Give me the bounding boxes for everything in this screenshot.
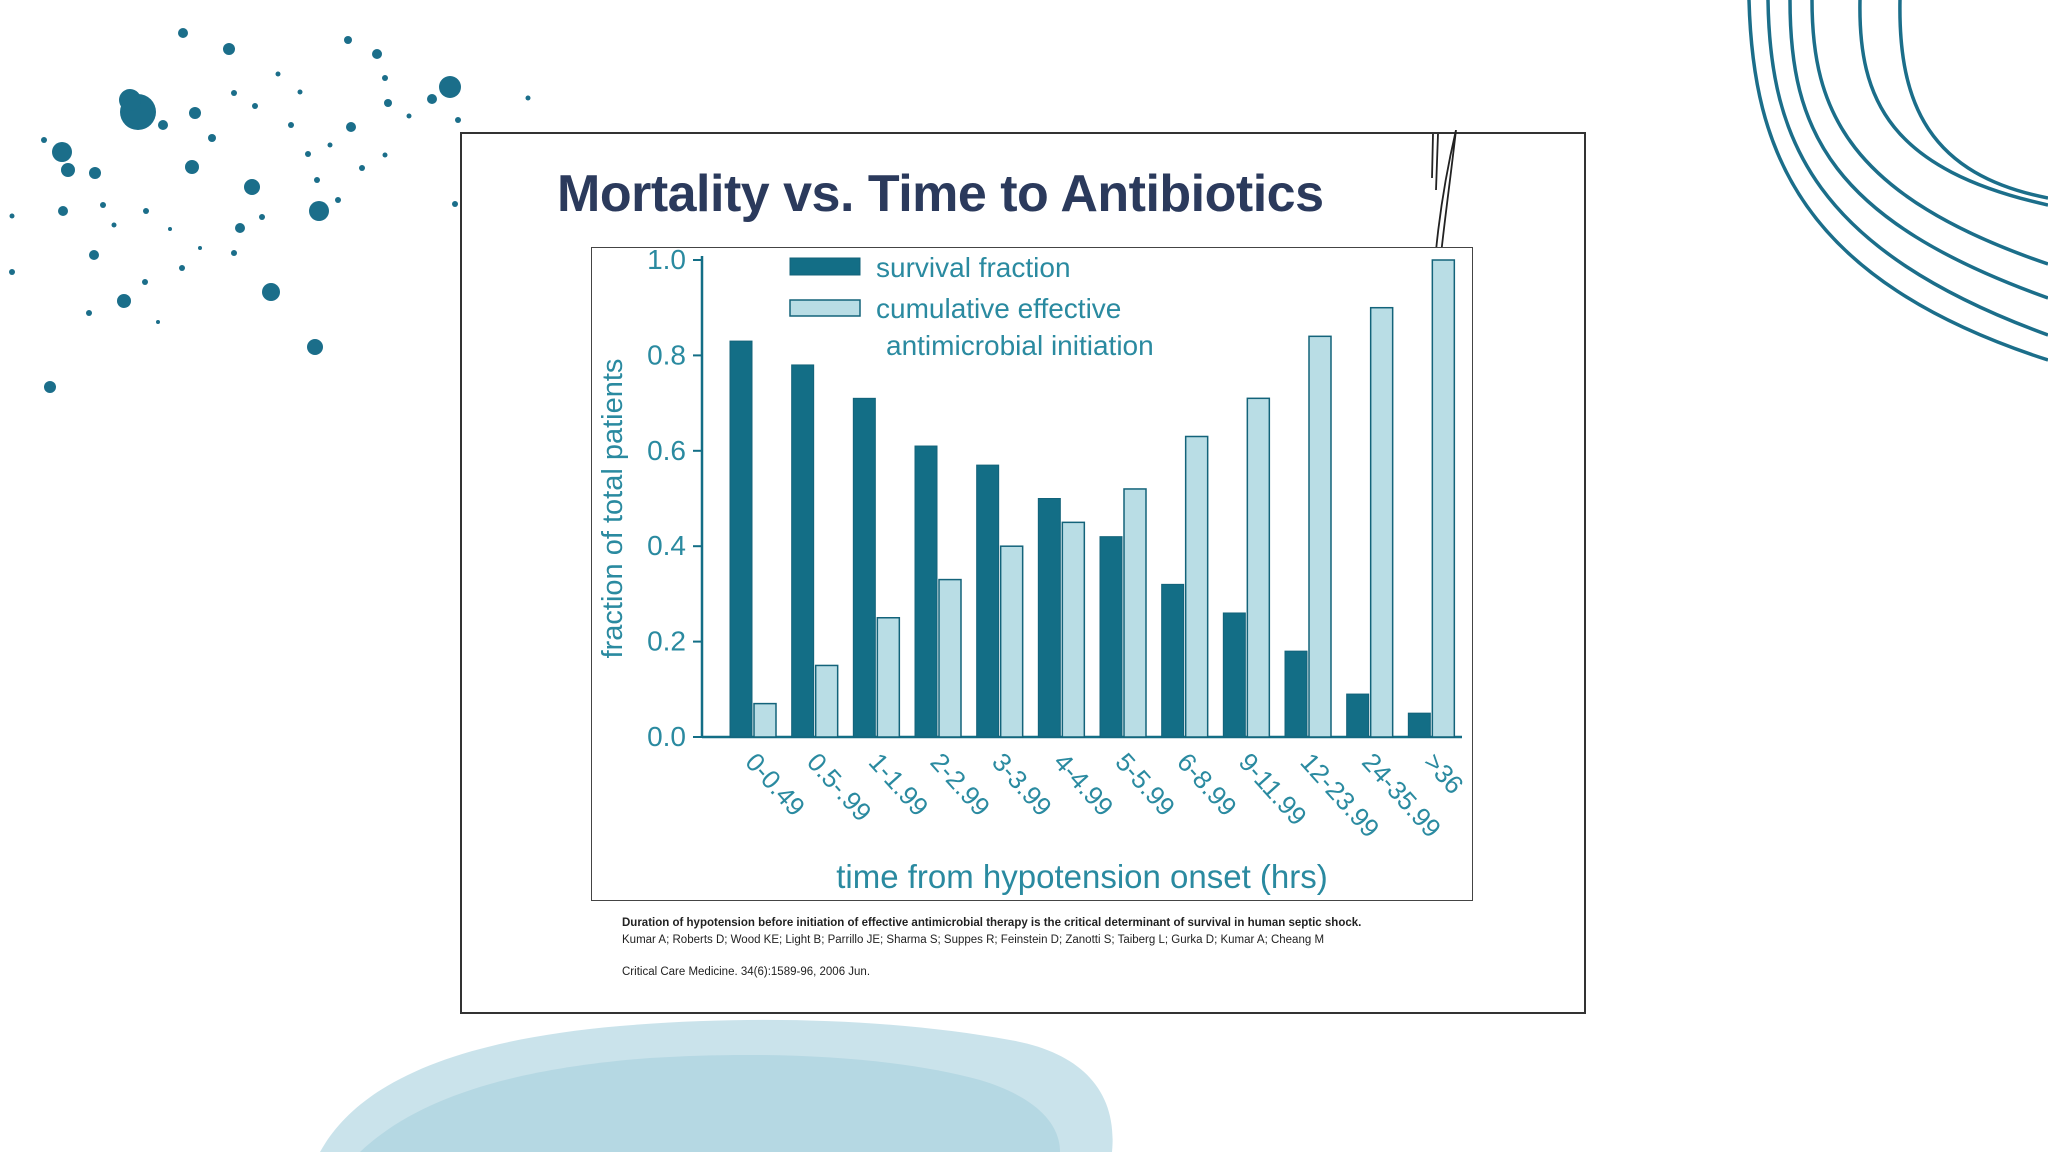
bar-survival-fraction [729, 340, 753, 738]
legend-swatch-cumulative [789, 299, 861, 317]
bar-survival-fraction [1099, 536, 1123, 738]
x-tick-label: 5-5.99 [1110, 747, 1182, 822]
bar-survival-fraction [1284, 650, 1308, 738]
watercolor-wash [320, 1019, 1113, 1152]
curved-lines-decoration [1747, 0, 2048, 362]
bar-survival-fraction [791, 364, 815, 738]
bar-survival-fraction [1407, 712, 1431, 738]
bar-cumulative-initiation [1431, 259, 1456, 738]
bar-cumulative-initiation [1246, 397, 1271, 738]
bar-cumulative-initiation [1184, 435, 1209, 738]
x-tick-label: 9-11.99 [1233, 747, 1313, 831]
y-tick-label: 0.8 [647, 339, 686, 370]
x-tick-label: 3-3.99 [986, 747, 1058, 822]
bar-cumulative-initiation [814, 664, 839, 738]
legend-label-cumulative-line1: cumulative effective [876, 293, 1121, 324]
bar-survival-fraction [1161, 583, 1185, 738]
citation-authors: Kumar A; Roberts D; Wood KE; Light B; Pa… [622, 934, 1325, 946]
y-tick-label: 1.0 [647, 248, 686, 275]
x-tick-label: 2-2.99 [925, 747, 997, 822]
slide-title: Mortality vs. Time to Antibiotics [557, 165, 1324, 223]
slide-panel: Mortality vs. Time to Antibiotics 0.0 0.2… [460, 130, 1586, 1014]
chart-frame: 0.0 0.2 0.4 0.6 0.8 1.0 fraction of total pati… [591, 247, 1473, 901]
legend-swatch-survival [789, 257, 861, 276]
bar-survival-fraction [976, 464, 1000, 738]
legend-label-survival: survival fraction [876, 252, 1071, 283]
x-tick-label: 0.5-.99 [801, 747, 877, 827]
y-tick-label: 0.2 [647, 626, 686, 657]
bar-chart: 0.0 0.2 0.4 0.6 0.8 1.0 fraction of total pati… [597, 248, 1470, 895]
y-tick-label: 0.4 [647, 530, 686, 561]
bar-cumulative-initiation [938, 578, 962, 738]
bar-cumulative-initiation [1369, 306, 1394, 738]
x-tick-label: >36 [1418, 747, 1470, 800]
y-tick-label: 0.6 [647, 435, 686, 466]
bar-survival-fraction [852, 397, 876, 738]
bar-cumulative-initiation [1061, 521, 1086, 738]
citation-title: Duration of hypotension before initiatio… [622, 917, 1362, 929]
legend-label-cumulative-line2: antimicrobial initiation [886, 330, 1154, 361]
bar-cumulative-initiation [876, 617, 901, 738]
bar-survival-fraction [1037, 498, 1061, 738]
y-axis-label: fraction of total patients [597, 359, 629, 659]
x-tick-label: 0-0.49 [740, 747, 812, 822]
x-axis-label: time from hypotension onset (hrs) [836, 858, 1328, 895]
y-tick-label: 0.0 [647, 721, 686, 752]
bar-cumulative-initiation [1308, 335, 1332, 738]
bar-survival-fraction [1222, 612, 1246, 738]
bar-cumulative-initiation [753, 702, 777, 738]
x-tick-label: 6-8.99 [1171, 747, 1243, 822]
bar-survival-fraction [914, 445, 938, 738]
x-tick-label: 4-4.99 [1048, 747, 1120, 822]
bar-survival-fraction [1346, 693, 1370, 738]
bar-cumulative-initiation [1123, 488, 1147, 738]
bar-cumulative-initiation [999, 545, 1024, 738]
citation: Duration of hypotension before initiatio… [622, 917, 1502, 978]
paint-splatter [9, 28, 531, 393]
citation-journal: Critical Care Medicine. 34(6):1589-96, 2… [622, 966, 871, 978]
